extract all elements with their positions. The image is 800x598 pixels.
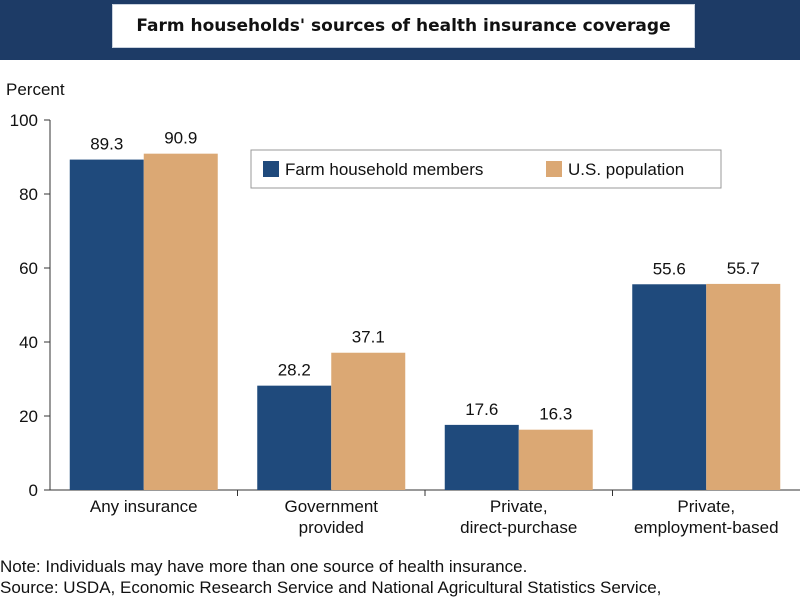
x-tick-label: Private, xyxy=(677,497,735,516)
data-label: 89.3 xyxy=(90,135,123,154)
title-box: Farm households' sources of health insur… xyxy=(112,4,695,48)
y-tick-label: 40 xyxy=(19,333,38,352)
note-text: Note: Individuals may have more than one… xyxy=(0,557,528,576)
x-tick-label: direct-purchase xyxy=(460,518,577,537)
data-label: 90.9 xyxy=(164,129,197,148)
x-tick-label: provided xyxy=(299,518,364,537)
bar-chart: Percent 0 20 40 60 80 100 89.3 90.9 Any insurance… xyxy=(6,80,800,537)
y-tick-label: 60 xyxy=(19,259,38,278)
bar xyxy=(518,429,593,490)
bar xyxy=(706,283,781,490)
bar xyxy=(257,385,332,490)
x-tick-label: employment-based xyxy=(634,518,779,537)
data-label: 17.6 xyxy=(465,400,498,419)
legend-label: Farm household members xyxy=(285,160,483,179)
data-label: 16.3 xyxy=(539,405,572,424)
legend-swatch xyxy=(263,161,279,177)
legend-label: U.S. population xyxy=(568,160,684,179)
y-tick-label: 100 xyxy=(10,111,38,130)
legend-swatch xyxy=(546,161,562,177)
y-tick-label: 80 xyxy=(19,185,38,204)
bar xyxy=(69,159,144,490)
y-tick-label: 0 xyxy=(29,481,38,500)
legend-box xyxy=(250,149,722,189)
data-label: 37.1 xyxy=(352,328,385,347)
bar xyxy=(331,352,406,490)
bar xyxy=(632,284,707,490)
title-band: Farm households' sources of health insur… xyxy=(0,0,800,60)
chart-notes: Note: Individuals may have more than one… xyxy=(0,556,800,598)
chart-title: Farm households' sources of health insur… xyxy=(136,16,671,36)
data-label: 28.2 xyxy=(278,361,311,380)
x-tick-label: Government xyxy=(284,497,378,516)
y-tick-label: 20 xyxy=(19,407,38,426)
x-tick-label: Private, xyxy=(490,497,548,516)
data-label: 55.7 xyxy=(727,259,760,278)
y-axis-label: Percent xyxy=(6,80,65,99)
bar xyxy=(444,424,519,490)
source-text: Source: USDA, Economic Research Service … xyxy=(0,578,662,597)
bar xyxy=(143,153,218,491)
x-tick-label: Any insurance xyxy=(90,497,198,516)
data-label: 55.6 xyxy=(653,259,686,278)
